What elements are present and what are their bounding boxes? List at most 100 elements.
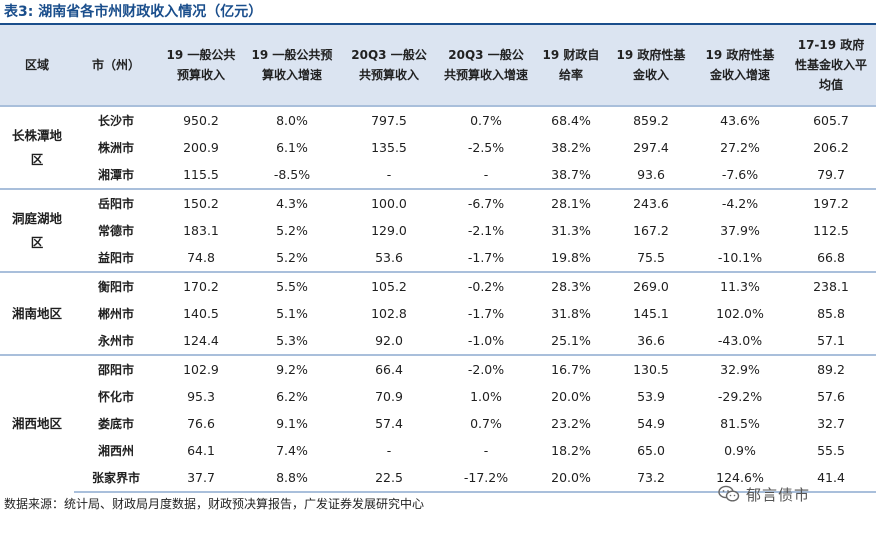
cell-budget-growth-20q3: -2.0% <box>438 354 534 383</box>
cell-budget-revenue-19: 950.2 <box>158 105 244 134</box>
cell-fund-revenue-19: 93.6 <box>637 167 665 182</box>
table-row: 益阳市 74.8 5.2% 53.6 -1.7% 19.8% 75.5 -10.1% 66.8 <box>0 244 876 272</box>
cell-self-sufficiency-19: 18.2% <box>551 443 591 458</box>
cell-fund-growth-19: -43.0% <box>717 333 763 348</box>
cell-fund-revenue-19: 859.2 <box>608 105 694 134</box>
cell-self-sufficiency-19: 31.8% <box>551 306 591 321</box>
cell-fund-average-17-19: 79.7 <box>817 167 845 182</box>
cell-fund-growth-19: 43.6% <box>694 105 786 134</box>
cell-budget-growth-20q3: 0.7% <box>470 416 502 431</box>
header-fund-average-17-19: 17-19 政府性基金收入平均值 <box>786 25 876 106</box>
finance-table: 区域 市（州） 19 一般公共预算收入 19 一般公共预算收入增速 20Q3 一… <box>0 25 876 493</box>
cell-budget-revenue-20q3: 92.0 <box>375 333 403 348</box>
city-cell: 张家界市 <box>74 464 158 493</box>
cell-fund-average-17-19: 55.5 <box>817 443 845 458</box>
cell-budget-growth-19: 5.1% <box>276 306 308 321</box>
cell-fund-revenue-19: 243.6 <box>608 188 694 217</box>
cell-budget-revenue-19: 64.1 <box>187 443 215 458</box>
cell-budget-revenue-20q3: 57.4 <box>375 416 403 431</box>
table-row: 长株潭地区 长沙市 950.2 8.0% 797.5 0.7% 68.4% 859.2 43.6… <box>0 105 876 189</box>
title-rule <box>0 23 876 25</box>
cell-fund-growth-19: 0.9% <box>724 443 756 458</box>
cell-self-sufficiency-19: 68.4% <box>534 105 608 134</box>
region-cell: 湘西地区 <box>0 354 74 492</box>
city-cell: 娄底市 <box>97 417 134 431</box>
table-row: 张家界市 37.7 8.8% 22.5 -17.2% 20.0% 73.2 124.6% 41.… <box>0 464 876 493</box>
table-row: 娄底市 76.6 9.1% 57.4 0.7% 23.2% 54.9 81.5% 32.7 <box>0 410 876 437</box>
table-row: 郴州市 140.5 5.1% 102.8 -1.7% 31.8% 145.1 102.0% 85… <box>0 300 876 327</box>
cell-self-sufficiency-19: 19.8% <box>551 250 591 265</box>
cell-budget-growth-19: 7.4% <box>276 443 308 458</box>
cell-budget-revenue-19: 124.4 <box>183 333 219 348</box>
city-cell: 永州市 <box>97 334 134 348</box>
cell-fund-growth-19: 102.0% <box>716 306 764 321</box>
cell-self-sufficiency-19: 38.2% <box>551 140 591 155</box>
header-city: 市（州） <box>74 25 158 106</box>
city-cell: 怀化市 <box>97 390 134 404</box>
region-cell: 洞庭湖地区 <box>0 188 74 272</box>
cell-budget-growth-20q3: -6.7% <box>438 188 534 217</box>
cell-budget-revenue-19: 150.2 <box>158 188 244 217</box>
header-budget-growth-19: 19 一般公共预算收入增速 <box>244 25 340 106</box>
region-cell: 湘南地区 <box>0 271 74 355</box>
cell-fund-growth-19: -10.1% <box>717 250 763 265</box>
cell-fund-growth-19: 37.9% <box>720 223 760 238</box>
cell-fund-average-17-19: 197.2 <box>786 188 876 217</box>
cell-budget-revenue-20q3: 135.5 <box>371 140 407 155</box>
cell-budget-growth-19: 6.1% <box>276 140 308 155</box>
cell-fund-average-17-19: 57.6 <box>817 389 845 404</box>
cell-budget-revenue-19: 95.3 <box>187 389 215 404</box>
header-fund-growth-19: 19 政府性基金收入增速 <box>694 25 786 106</box>
cell-fund-growth-19: 27.2% <box>720 140 760 155</box>
source-note: 数据来源：统计局、财政局月度数据，财政预决算报告，广发证券发展研究中心 <box>4 497 425 511</box>
cell-self-sufficiency-19: 20.0% <box>534 464 608 493</box>
cell-fund-growth-19: -29.2% <box>717 389 763 404</box>
cell-fund-average-17-19: 66.8 <box>817 250 845 265</box>
cell-budget-growth-19: 8.0% <box>244 105 340 134</box>
header-self-sufficiency-19: 19 财政自给率 <box>534 25 608 106</box>
cell-budget-revenue-20q3: 105.2 <box>340 271 438 300</box>
table-row: 湘南地区 衡阳市 170.2 5.5% 105.2 -0.2% 28.3% 269.0 11.3… <box>0 271 876 355</box>
city-cell: 岳阳市 <box>74 188 158 217</box>
cell-self-sufficiency-19: 16.7% <box>534 354 608 383</box>
cell-budget-growth-20q3: -1.7% <box>467 306 505 321</box>
cell-budget-growth-20q3: 0.7% <box>438 105 534 134</box>
cell-budget-growth-20q3: -2.1% <box>467 223 505 238</box>
cell-budget-revenue-19: 76.6 <box>187 416 215 431</box>
table-row: 湘西地区 邵阳市 102.9 9.2% 66.4 -2.0% 16.7% 130.5 32.9%… <box>0 354 876 492</box>
cell-budget-revenue-19: 115.5 <box>183 167 219 182</box>
cell-fund-growth-19: -4.2% <box>694 188 786 217</box>
cell-budget-revenue-19: 170.2 <box>158 271 244 300</box>
cell-budget-revenue-20q3: - <box>386 443 392 458</box>
cell-fund-revenue-19: 297.4 <box>633 140 669 155</box>
cell-fund-growth-19: 124.6% <box>694 464 786 493</box>
cell-budget-revenue-20q3: 22.5 <box>340 464 438 493</box>
cell-budget-growth-20q3: - <box>483 167 489 182</box>
header-budget-revenue-19: 19 一般公共预算收入 <box>158 25 244 106</box>
city-cell: 长沙市 <box>74 105 158 134</box>
table-row: 洞庭湖地区 岳阳市 150.2 4.3% 100.0 -6.7% 28.1% 243.6 -4.… <box>0 188 876 272</box>
table-row: 怀化市 95.3 6.2% 70.9 1.0% 20.0% 53.9 -29.2% 57.6 <box>0 383 876 410</box>
cell-budget-revenue-20q3: 53.6 <box>375 250 403 265</box>
cell-budget-revenue-20q3: 129.0 <box>371 223 407 238</box>
cell-budget-growth-19: 5.3% <box>276 333 308 348</box>
cell-budget-revenue-19: 140.5 <box>183 306 219 321</box>
table-row: 株洲市 200.9 6.1% 135.5 -2.5% 38.2% 297.4 27.2% 206… <box>0 134 876 161</box>
city-cell: 湘潭市 <box>97 168 134 182</box>
header-budget-growth-20q3: 20Q3 一般公共预算收入增速 <box>438 25 534 106</box>
cell-self-sufficiency-19: 28.1% <box>534 188 608 217</box>
cell-budget-growth-20q3: -1.0% <box>467 333 505 348</box>
cell-fund-average-17-19: 112.5 <box>813 223 849 238</box>
cell-fund-average-17-19: 32.7 <box>817 416 845 431</box>
cell-fund-average-17-19: 57.1 <box>817 333 845 348</box>
cell-budget-growth-19: 5.2% <box>276 223 308 238</box>
cell-budget-revenue-19: 37.7 <box>158 464 244 493</box>
city-cell: 湘西州 <box>97 444 134 458</box>
cell-budget-growth-19: 6.2% <box>276 389 308 404</box>
cell-budget-growth-19: 9.1% <box>276 416 308 431</box>
city-cell: 郴州市 <box>97 307 134 321</box>
cell-budget-growth-20q3: -1.7% <box>467 250 505 265</box>
cell-budget-revenue-20q3: 66.4 <box>340 354 438 383</box>
cell-self-sufficiency-19: 31.3% <box>551 223 591 238</box>
cell-budget-revenue-20q3: 70.9 <box>375 389 403 404</box>
